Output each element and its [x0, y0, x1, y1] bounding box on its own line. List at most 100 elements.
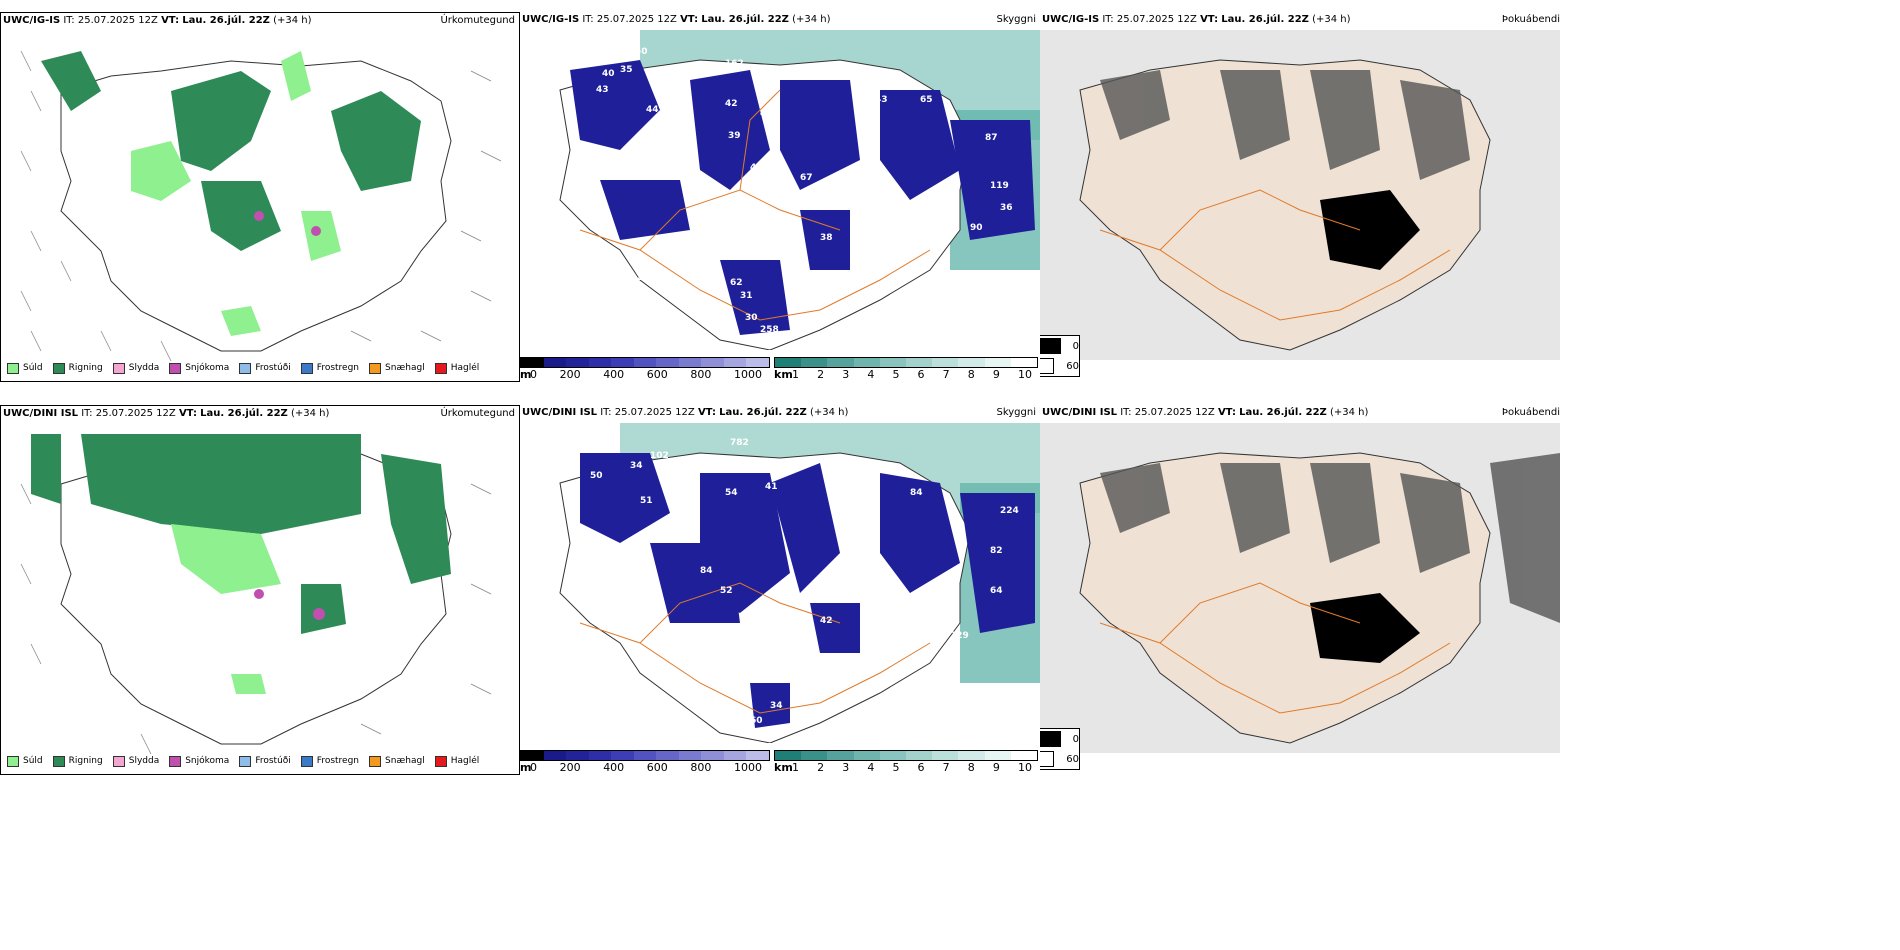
svg-text:224: 224: [1000, 506, 1019, 516]
panel-title: Þokuábendi: [1501, 14, 1560, 25]
fog-core: [1310, 593, 1420, 663]
visibility-unit: km: [774, 368, 793, 380]
svg-text:82: 82: [990, 546, 1003, 556]
svg-text:39: 39: [728, 131, 741, 141]
svg-text:42: 42: [725, 99, 738, 109]
legend-swatch: [239, 362, 252, 374]
legend-item: Súld: [7, 362, 43, 374]
legend-item: Haglél: [434, 755, 479, 767]
legend-item: Frostúði: [239, 755, 291, 767]
legend-item: Snjókoma: [169, 362, 229, 374]
legend-swatch: [52, 362, 65, 374]
svg-text:45: 45: [760, 109, 773, 119]
roads: [579, 89, 931, 321]
legend-item: Súld: [7, 755, 43, 767]
svg-text:48: 48: [750, 163, 763, 173]
legend-item: Frostregn: [300, 755, 359, 767]
svg-text:50: 50: [590, 471, 603, 481]
svg-text:35: 35: [620, 65, 633, 75]
panel-header: UWC/IG-IS IT: 25.07.2025 12Z VT: Lau. 26…: [522, 14, 831, 25]
legend-swatch: [169, 362, 182, 374]
ceiling-visibility-panel-top: UWC/IG-IS IT: 25.07.2025 12Z VT: Lau. 26…: [520, 12, 1040, 380]
svg-text:43: 43: [875, 95, 888, 105]
svg-text:38: 38: [820, 233, 833, 243]
svg-text:52: 52: [720, 586, 733, 596]
fog-panel-bottom: UWC/DINI ISL IT: 25.07.2025 12Z VT: Lau.…: [1040, 405, 1900, 773]
legend-item: Slydda: [112, 362, 159, 374]
panel-header: UWC/IG-IS IT: 25.07.2025 12Z VT: Lau. 26…: [3, 15, 312, 26]
fog-key: 0 60: [1040, 335, 1080, 377]
ceiling-visibility-panel-bottom: UWC/DINI ISL IT: 25.07.2025 12Z VT: Lau.…: [520, 405, 1040, 773]
ceiling-ticks: 0 200 400 600 800 1000: [530, 761, 762, 773]
panel-header: UWC/IG-IS IT: 25.07.2025 12Z VT: Lau. 26…: [1042, 14, 1351, 25]
ceiling-ticks: 0 200 400 600 800 1000: [530, 368, 762, 380]
svg-text:54: 54: [725, 488, 738, 498]
ceiling-areas: [580, 453, 1035, 728]
svg-text:102: 102: [650, 451, 669, 461]
legend-swatch: [112, 362, 125, 374]
legend-item: Haglél: [434, 362, 479, 374]
svg-text:90: 90: [970, 223, 983, 233]
precip-legend: Súld Rigning Slydda Snjókoma Frostúði Fr…: [7, 754, 479, 768]
svg-text:30: 30: [745, 313, 758, 323]
svg-text:50: 50: [635, 47, 648, 57]
panel-title: Skyggni: [996, 407, 1036, 418]
fog-shading: [1100, 453, 1560, 623]
precip-legend: Súld Rigning Slydda Snjókoma Frostúði Fr…: [7, 361, 479, 375]
legend-item: Snæhagl: [369, 755, 425, 767]
svg-text:84: 84: [700, 566, 713, 576]
legend-swatch: [434, 755, 447, 767]
ceiling-value-labels: 50 35 40 43 44 162 42 45 39 48 67 43 65 …: [596, 47, 1013, 335]
roads: [1099, 189, 1451, 321]
legend-swatch: [300, 362, 313, 374]
svg-text:43: 43: [596, 85, 609, 95]
svg-text:51: 51: [640, 496, 653, 506]
fog-core: [1320, 190, 1420, 270]
panel-title: Úrkomutegund: [440, 408, 515, 419]
wind-barbs: [20, 50, 502, 362]
ceiling-value-labels: 782 50 34 102 51 54 41 110 84 224 82 64 …: [590, 438, 1019, 726]
precip-type-panel-top: UWC/IG-IS IT: 25.07.2025 12Z VT: Lau. 26…: [0, 12, 520, 382]
legend-item: Snæhagl: [369, 362, 425, 374]
svg-text:162: 162: [725, 59, 744, 69]
visibility-unit: km: [774, 761, 793, 773]
ceiling-colorbar: [520, 357, 770, 368]
panel-title: Úrkomutegund: [440, 15, 515, 26]
roads: [579, 582, 931, 714]
svg-text:65: 65: [920, 95, 933, 105]
legend-item: Slydda: [112, 755, 159, 767]
fog-key: 0 60: [1040, 728, 1080, 770]
legend-item: Rigning: [52, 362, 103, 374]
fog-map: [1040, 423, 1560, 753]
svg-text:110: 110: [870, 466, 889, 476]
svg-text:64: 64: [990, 586, 1003, 596]
legend-swatch: [369, 755, 382, 767]
precip-type-panel-bottom: UWC/DINI ISL IT: 25.07.2025 12Z VT: Lau.…: [0, 405, 520, 775]
svg-text:40: 40: [602, 69, 615, 79]
legend-swatch: [52, 755, 65, 767]
fog-key-swatch: [1040, 358, 1055, 374]
fog-map: [1040, 30, 1560, 360]
legend-swatch: [7, 362, 19, 374]
fog-key-swatch: [1040, 731, 1061, 747]
svg-text:34: 34: [630, 461, 643, 471]
precip-map: [20, 50, 502, 362]
panel-title: Skyggni: [996, 14, 1036, 25]
svg-text:62: 62: [730, 278, 743, 288]
svg-text:41: 41: [765, 482, 778, 492]
panel-header: UWC/DINI ISL IT: 25.07.2025 12Z VT: Lau.…: [522, 407, 849, 418]
svg-text:62: 62: [630, 273, 643, 283]
panel-title: Þokuábendi: [1501, 407, 1560, 418]
ceiling-map: 782 50 34 102 51 54 41 110 84 224 82 64 …: [559, 423, 1040, 743]
svg-text:34: 34: [770, 701, 783, 711]
svg-text:238: 238: [860, 626, 879, 636]
panel-header: UWC/DINI ISL IT: 25.07.2025 12Z VT: Lau.…: [3, 408, 330, 419]
panel-header: UWC/DINI ISL IT: 25.07.2025 12Z VT: Lau.…: [1042, 407, 1369, 418]
visibility-ticks: 1 2 3 4 5 6 7 8 9 10: [792, 368, 1032, 380]
wind-barbs: [20, 483, 492, 755]
svg-text:229: 229: [950, 631, 969, 641]
visibility-colorbar: [774, 750, 1038, 761]
legend-item: Rigning: [52, 755, 103, 767]
ceiling-colorbar: [520, 750, 770, 761]
legend-swatch: [300, 755, 313, 767]
